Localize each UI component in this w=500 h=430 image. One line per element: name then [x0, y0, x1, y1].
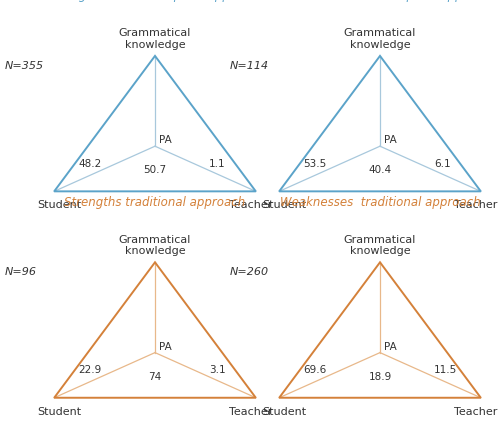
Text: Grammatical
knowledge: Grammatical knowledge	[344, 28, 416, 50]
Text: 22.9: 22.9	[78, 365, 101, 375]
Text: Weaknesses metaconceptual approach: Weaknesses metaconceptual approach	[264, 0, 496, 2]
Text: Student: Student	[262, 407, 306, 417]
Text: Student: Student	[262, 200, 306, 210]
Text: 6.1: 6.1	[434, 159, 450, 169]
Text: PA: PA	[384, 341, 397, 352]
Text: Strengths metaconceptual approach: Strengths metaconceptual approach	[47, 0, 263, 2]
Text: PA: PA	[384, 135, 397, 145]
Text: 69.6: 69.6	[303, 365, 326, 375]
Text: Grammatical
knowledge: Grammatical knowledge	[119, 28, 191, 50]
Text: N=114: N=114	[230, 61, 269, 71]
Text: 18.9: 18.9	[368, 372, 392, 382]
Text: Teacher: Teacher	[229, 407, 272, 417]
Text: Teacher: Teacher	[454, 407, 498, 417]
Text: Grammatical
knowledge: Grammatical knowledge	[119, 235, 191, 256]
Text: Grammatical
knowledge: Grammatical knowledge	[344, 235, 416, 256]
Text: N=96: N=96	[5, 267, 37, 277]
Text: Weaknesses  traditional approach: Weaknesses traditional approach	[280, 196, 480, 209]
Text: 40.4: 40.4	[368, 165, 392, 175]
Text: Teacher: Teacher	[454, 200, 498, 210]
Text: PA: PA	[159, 135, 172, 145]
Text: 74: 74	[148, 372, 162, 382]
Text: Strengths traditional approach: Strengths traditional approach	[64, 196, 246, 209]
Text: Student: Student	[38, 407, 82, 417]
Text: N=260: N=260	[230, 267, 269, 277]
Text: Teacher: Teacher	[229, 200, 272, 210]
Text: 3.1: 3.1	[209, 365, 226, 375]
Text: 53.5: 53.5	[303, 159, 326, 169]
Text: 50.7: 50.7	[144, 165, 167, 175]
Text: N=355: N=355	[5, 61, 44, 71]
Text: PA: PA	[159, 341, 172, 352]
Text: 11.5: 11.5	[434, 365, 457, 375]
Text: 1.1: 1.1	[209, 159, 226, 169]
Text: 48.2: 48.2	[78, 159, 101, 169]
Text: Student: Student	[38, 200, 82, 210]
